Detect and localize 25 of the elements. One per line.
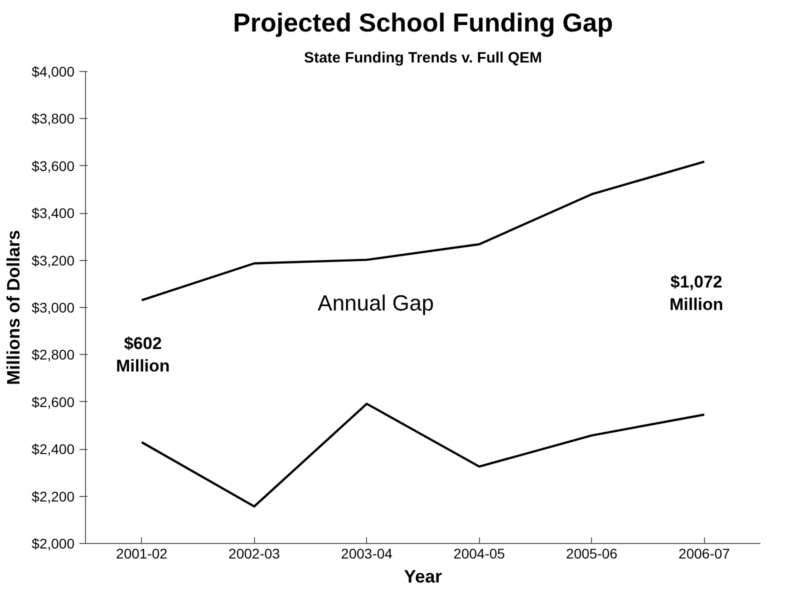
annotation: Annual Gap [318,290,434,316]
x-axis-title: Year [404,566,442,586]
x-tick-label: 2002-03 [228,546,280,562]
y-tick-label: $3,000 [32,300,75,316]
x-tick-label: 2005-06 [566,546,618,562]
y-tick-label: $3,800 [32,110,75,127]
chart-title: Projected School Funding Gap [233,8,613,38]
annotation: $602 Million [116,334,170,376]
x-tick-label: 2003-04 [341,546,393,562]
y-tick-label: $3,400 [32,205,75,222]
y-tick-label: $3,200 [32,252,75,268]
x-tick-label: 2006-07 [678,546,730,562]
y-tick-label: $2,400 [32,441,75,458]
x-tick-label: 2001-02 [116,546,168,562]
y-tick-label: $2,200 [32,488,75,504]
line-series [140,402,706,508]
y-tick-label: $2,800 [32,346,75,363]
x-tick-label: 2004-05 [454,546,506,562]
y-axis-title: Millions of Dollars [4,230,24,386]
y-tick-label: $3,600 [32,158,75,174]
chart-subtitle: State Funding Trends v. Full QEM [304,50,542,66]
y-tick-label: $2,000 [32,536,75,552]
y-tick-label: $2,600 [32,394,75,410]
y-tick-label: $4,000 [32,64,75,80]
annotation: $1,072 Million [669,272,724,314]
